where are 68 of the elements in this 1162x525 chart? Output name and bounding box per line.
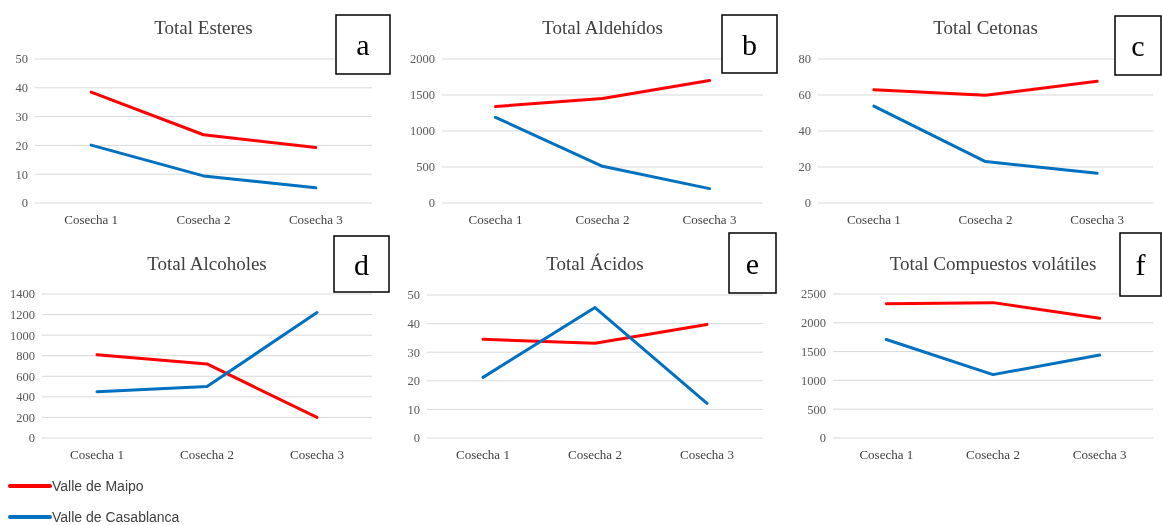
x-tick-label: Cosecha 2 <box>180 447 234 462</box>
annotation: b <box>742 27 757 61</box>
chart-title: Total Compuestos volátiles <box>889 253 1097 274</box>
x-tick-label: Cosecha 1 <box>468 212 523 227</box>
y-tick-label: 50 <box>15 52 28 67</box>
y-tick-label: 10 <box>15 167 28 182</box>
x-tick-label: Cosecha 3 <box>288 212 343 227</box>
x-tick-label: Cosecha 2 <box>966 447 1020 462</box>
x-tick-label: Cosecha 2 <box>568 447 622 462</box>
y-tick-label: 0 <box>413 431 420 446</box>
x-tick-label: Cosecha 3 <box>682 212 737 227</box>
y-tick-label: 50 <box>407 288 420 303</box>
annotation: c <box>1131 29 1145 62</box>
y-tick-label: 40 <box>798 124 811 139</box>
chart-title: Total Esteres <box>154 17 253 38</box>
y-tick-label: 2500 <box>801 287 826 302</box>
y-tick-label: 1000 <box>10 328 35 343</box>
y-tick-label: 0 <box>819 431 826 446</box>
x-tick-label: Cosecha 2 <box>176 212 231 227</box>
y-tick-label: 80 <box>798 52 811 67</box>
text: e <box>745 246 760 280</box>
y-tick-label: 400 <box>16 390 35 405</box>
y-tick-label: 20 <box>798 160 811 175</box>
y-tick-label: 1400 <box>10 287 35 302</box>
y-tick-label: 800 <box>16 349 35 364</box>
y-tick-label: 30 <box>15 109 28 124</box>
y-tick-label: 1000 <box>801 373 826 388</box>
y-tick-label: 1200 <box>10 307 35 322</box>
x-tick-label: Cosecha 3 <box>680 447 734 462</box>
y-tick-label: 1500 <box>801 344 826 359</box>
y-tick-label: 1000 <box>410 124 435 139</box>
y-tick-label: 600 <box>16 369 35 384</box>
y-tick-label: 0 <box>28 431 35 446</box>
chart-title: Total Aldehídos <box>542 17 663 38</box>
y-tick-label: 20 <box>15 138 28 153</box>
annotation: a <box>356 28 370 61</box>
y-tick-label: 0 <box>428 196 435 211</box>
x-tick-label: Cosecha 1 <box>456 447 510 462</box>
chart-title: Total Alcoholes <box>147 253 267 274</box>
y-tick-label: 0 <box>21 196 28 211</box>
y-tick-label: 20 <box>407 374 420 389</box>
y-tick-label: 200 <box>16 410 35 425</box>
y-tick-label: 30 <box>407 345 420 360</box>
y-tick-label: 0 <box>804 196 811 211</box>
legend-label: Valle de Casablanca <box>52 508 180 525</box>
y-tick-label: 1500 <box>410 88 435 103</box>
y-tick-label: 500 <box>807 402 826 417</box>
y-tick-label: 10 <box>407 402 420 417</box>
legend-label: Valle de Maipo <box>52 477 144 494</box>
x-tick-label: Cosecha 1 <box>846 212 901 227</box>
text: f <box>1135 248 1146 281</box>
x-tick-label: Cosecha 1 <box>859 447 914 462</box>
y-tick-label: 2000 <box>410 52 435 67</box>
y-tick-label: 40 <box>407 316 420 331</box>
x-tick-label: Cosecha 3 <box>290 447 344 462</box>
y-tick-label: 40 <box>15 81 28 96</box>
text: d <box>354 247 369 281</box>
y-tick-label: 500 <box>416 160 435 175</box>
chart-title: Total Cetonas <box>933 17 1038 38</box>
x-tick-label: Cosecha 1 <box>64 212 119 227</box>
x-tick-label: Cosecha 2 <box>958 212 1013 227</box>
x-tick-label: Cosecha 1 <box>70 447 124 462</box>
x-tick-label: Cosecha 3 <box>1070 212 1125 227</box>
y-tick-label: 60 <box>798 88 811 103</box>
x-tick-label: Cosecha 3 <box>1072 447 1127 462</box>
y-tick-label: 2000 <box>801 316 826 331</box>
x-tick-label: Cosecha 2 <box>575 212 630 227</box>
chart-title: Total Ácidos <box>546 253 644 274</box>
